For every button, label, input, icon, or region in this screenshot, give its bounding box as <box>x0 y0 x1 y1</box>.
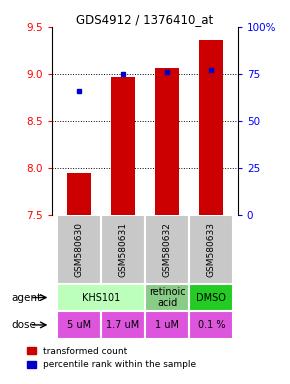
Text: GSM580630: GSM580630 <box>74 222 83 277</box>
Text: dose: dose <box>11 320 36 330</box>
Text: 1.7 uM: 1.7 uM <box>106 320 139 330</box>
Title: GDS4912 / 1376410_at: GDS4912 / 1376410_at <box>76 13 214 26</box>
Text: GSM580631: GSM580631 <box>118 222 127 277</box>
Bar <box>189 284 233 311</box>
Text: 5 uM: 5 uM <box>67 320 91 330</box>
Bar <box>199 40 223 215</box>
Text: 0.1 %: 0.1 % <box>197 320 225 330</box>
Bar <box>57 215 101 284</box>
Bar <box>145 284 189 311</box>
Bar <box>189 311 233 339</box>
Text: KHS101: KHS101 <box>82 293 120 303</box>
Text: DMSO: DMSO <box>196 293 226 303</box>
Text: 1 uM: 1 uM <box>155 320 179 330</box>
Bar <box>67 173 91 215</box>
Bar <box>145 311 189 339</box>
Text: retinoic
acid: retinoic acid <box>149 287 185 308</box>
Bar <box>189 215 233 284</box>
Text: agent: agent <box>11 293 41 303</box>
Bar <box>101 311 145 339</box>
Bar <box>101 215 145 284</box>
Bar <box>145 215 189 284</box>
Text: GSM580632: GSM580632 <box>163 222 172 277</box>
Bar <box>57 284 145 311</box>
Text: GSM580633: GSM580633 <box>207 222 216 277</box>
Bar <box>111 77 135 215</box>
Bar <box>57 311 101 339</box>
Legend: transformed count, percentile rank within the sample: transformed count, percentile rank withi… <box>23 343 200 373</box>
Bar <box>155 68 179 215</box>
